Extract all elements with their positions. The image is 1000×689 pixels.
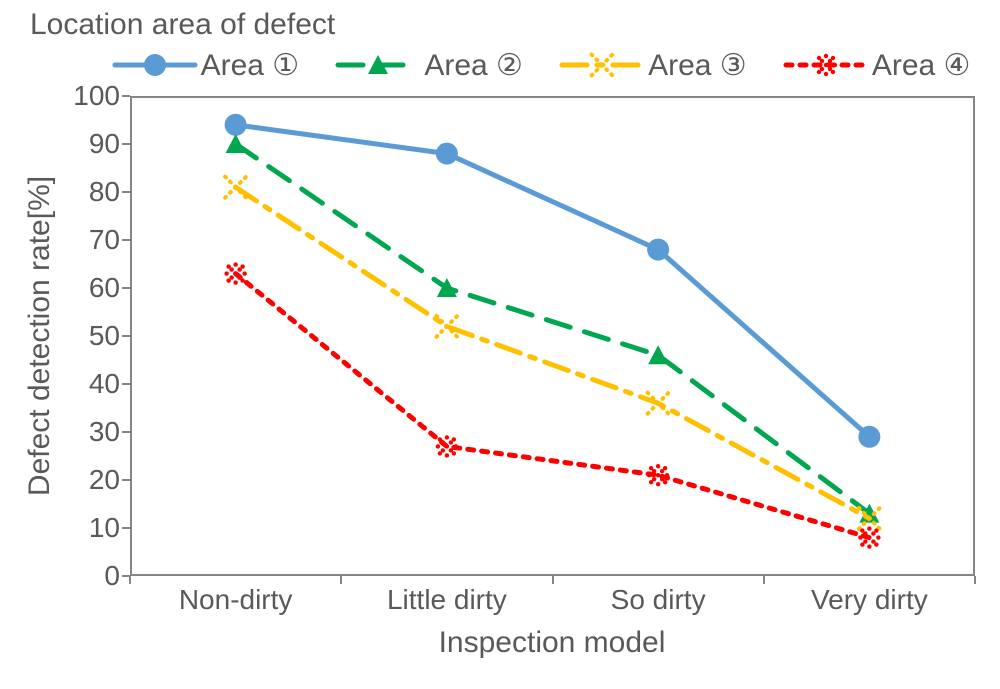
legend-sample	[562, 52, 642, 78]
y-tick-label: 80	[89, 176, 120, 208]
x-tick	[974, 576, 976, 584]
legend-label: Area ③	[648, 48, 747, 83]
y-tick-label: 20	[89, 464, 120, 496]
x-tick-label: Non-dirty	[179, 584, 293, 616]
legend-item: Area ①	[115, 48, 300, 83]
legend-sample	[786, 52, 866, 78]
x-tick	[763, 576, 765, 584]
legend-item: Area ②	[338, 48, 523, 83]
y-tick-label: 70	[89, 224, 120, 256]
series-1	[225, 114, 881, 448]
x-axis-title: Inspection model	[439, 626, 666, 660]
chart-supertitle: Location area of defect	[30, 8, 335, 42]
y-tick-label: 60	[89, 272, 120, 304]
y-tick-label: 40	[89, 368, 120, 400]
legend-label: Area ④	[872, 48, 971, 83]
y-tick-label: 50	[89, 320, 120, 352]
y-tick	[122, 431, 130, 433]
y-tick	[122, 143, 130, 145]
y-tick	[122, 479, 130, 481]
chart-container: Location area of defect Area ①Area ②Area…	[0, 0, 1000, 689]
x-tick-label: Little dirty	[387, 584, 507, 616]
y-tick-label: 90	[89, 128, 120, 160]
series-3	[225, 177, 880, 529]
y-tick	[122, 239, 130, 241]
series-4	[224, 262, 880, 548]
legend-sample	[115, 52, 195, 78]
legend-label: Area ②	[424, 48, 523, 83]
legend-label: Area ①	[201, 48, 300, 83]
plot-svg	[130, 96, 975, 576]
x-tick-label: So dirty	[611, 584, 706, 616]
y-tick-label: 0	[104, 560, 120, 592]
y-tick-label: 10	[89, 512, 120, 544]
legend: Area ① Area ② Area ③ Area ④	[95, 42, 990, 88]
x-tick-label: Very dirty	[811, 584, 928, 616]
x-tick	[340, 576, 342, 584]
y-axis-title: Defect detection rate[%]	[23, 176, 57, 496]
y-tick	[122, 287, 130, 289]
y-tick-label: 100	[73, 80, 120, 112]
y-tick	[122, 527, 130, 529]
y-tick	[122, 95, 130, 97]
legend-sample	[338, 52, 418, 78]
series-2	[226, 134, 880, 523]
legend-item: Area ④	[786, 48, 971, 83]
y-tick	[122, 383, 130, 385]
y-tick	[122, 335, 130, 337]
y-tick	[122, 191, 130, 193]
legend-item: Area ③	[562, 48, 747, 83]
y-tick-label: 30	[89, 416, 120, 448]
x-tick	[129, 576, 131, 584]
x-tick	[552, 576, 554, 584]
